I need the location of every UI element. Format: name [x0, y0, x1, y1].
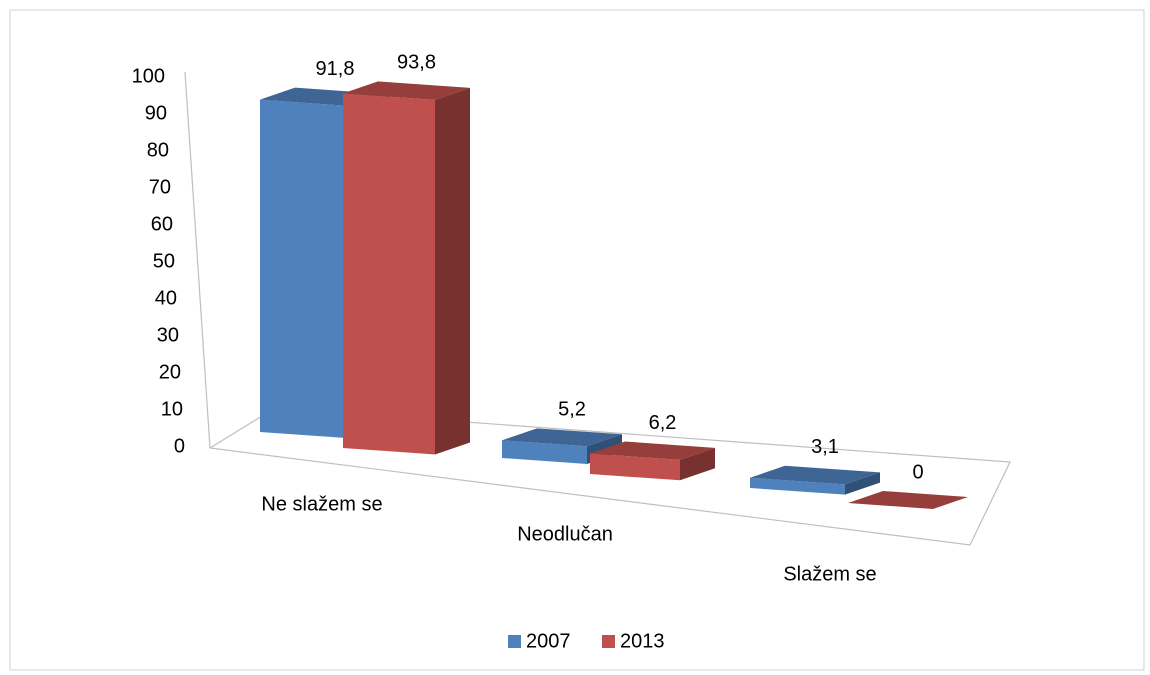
bar-top	[502, 428, 622, 447]
y-tick-label: 20	[159, 361, 181, 383]
y-tick-label: 90	[145, 102, 167, 124]
value-label: 6,2	[649, 412, 677, 434]
value-label: 91,8	[316, 58, 355, 80]
x-tick-label: Slažem se	[783, 563, 876, 585]
bar-front	[260, 99, 355, 439]
y-tick-label: 70	[149, 176, 171, 198]
value-label: 93,8	[397, 52, 436, 74]
bar-front	[750, 477, 845, 495]
y-tick-label: 80	[147, 139, 169, 161]
bar-front	[502, 440, 587, 464]
value-label: 5,2	[558, 399, 586, 421]
bar-side	[680, 447, 715, 481]
x-tick-label: Neodlučan	[517, 523, 613, 545]
legend-swatch	[602, 635, 615, 648]
bar-top	[750, 465, 880, 485]
bar-side	[845, 472, 880, 495]
legend-label: 2013	[620, 630, 665, 652]
floor	[184, 71, 1011, 546]
value-label: 3,1	[811, 436, 839, 458]
y-tick-label: 30	[157, 324, 179, 346]
value-label: 0	[912, 461, 923, 483]
y-tick-label: 0	[174, 435, 185, 457]
y-tick-label: 100	[132, 65, 165, 87]
chart-border	[9, 9, 1145, 671]
y-tick-label: 60	[151, 213, 173, 235]
x-tick-label: Ne slažem se	[261, 493, 382, 515]
y-tick-label: 40	[155, 287, 177, 309]
bar-top	[590, 441, 715, 460]
legend-swatch	[508, 635, 521, 648]
bar-front	[343, 93, 435, 455]
legend-label: 2007	[526, 630, 571, 652]
bar-front	[590, 453, 680, 481]
bar-top	[343, 81, 470, 100]
bar-top	[848, 491, 968, 509]
y-tick-label: 50	[153, 250, 175, 272]
y-tick-label: 10	[161, 398, 183, 420]
bar-side	[435, 87, 470, 455]
